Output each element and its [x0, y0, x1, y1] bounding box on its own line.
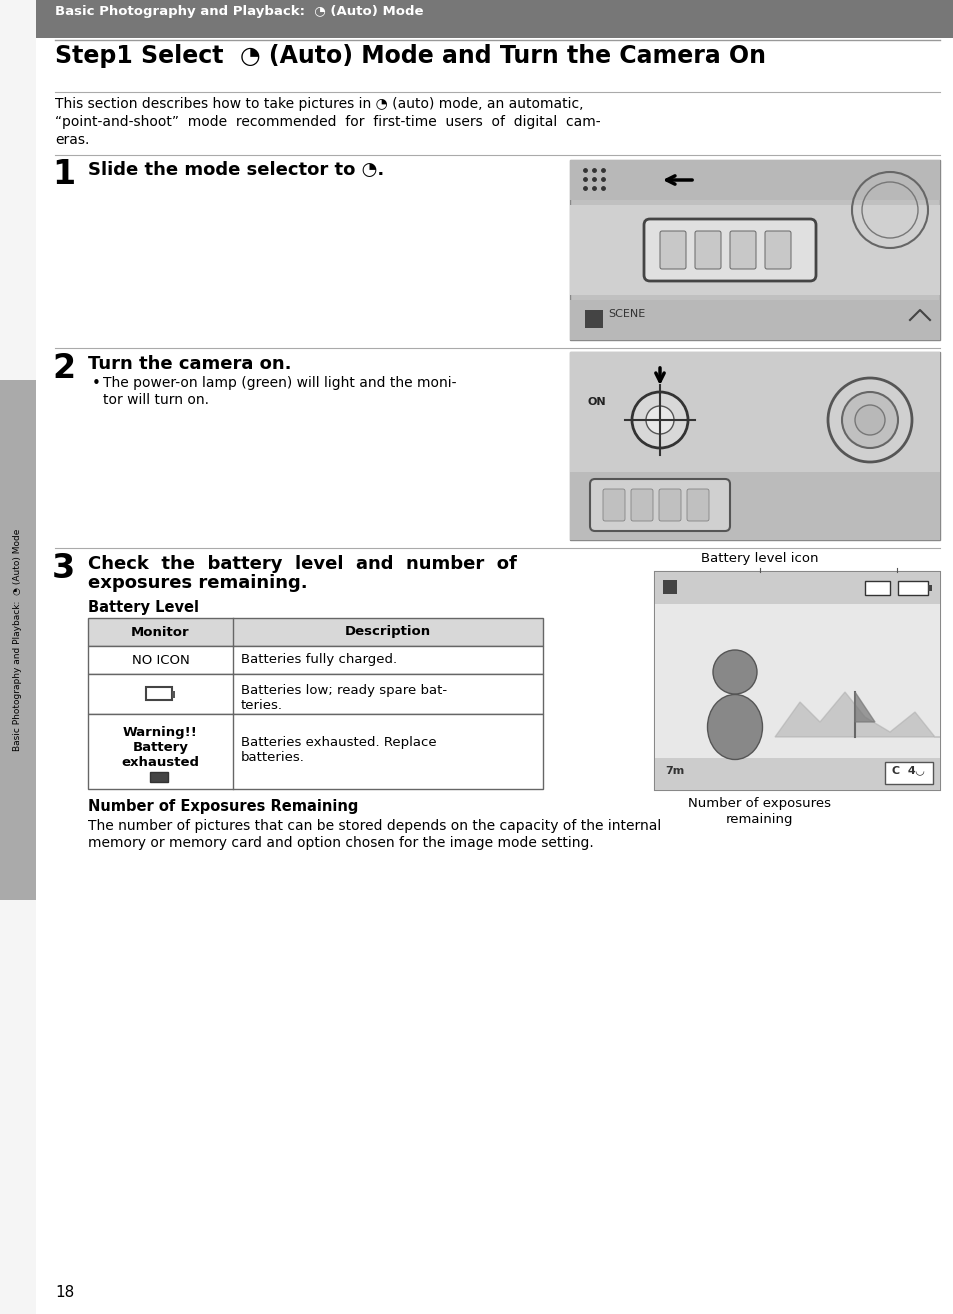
Text: NO ICON: NO ICON — [132, 653, 190, 666]
Text: 7m: 7m — [664, 766, 683, 777]
Text: ON: ON — [587, 397, 606, 407]
Text: SCENE: SCENE — [607, 309, 644, 319]
Text: Battery level icon: Battery level icon — [700, 552, 818, 565]
FancyBboxPatch shape — [764, 231, 790, 269]
Text: Description: Description — [345, 625, 431, 639]
Bar — [569, 205, 939, 296]
Bar — [88, 618, 542, 646]
Text: batteries.: batteries. — [241, 752, 305, 763]
Bar — [88, 646, 542, 674]
Bar — [0, 900, 36, 1314]
Text: Basic Photography and Playback:  ◔ (Auto) Mode: Basic Photography and Playback: ◔ (Auto)… — [13, 528, 23, 752]
Bar — [88, 674, 542, 714]
Bar — [151, 773, 169, 782]
Text: Slide the mode selector to ◔.: Slide the mode selector to ◔. — [88, 162, 384, 179]
Bar — [655, 758, 939, 790]
Circle shape — [854, 405, 884, 435]
Ellipse shape — [707, 695, 761, 759]
Bar — [927, 585, 931, 591]
Polygon shape — [854, 692, 874, 721]
FancyBboxPatch shape — [695, 231, 720, 269]
Text: Number of Exposures Remaining: Number of Exposures Remaining — [88, 799, 358, 813]
Circle shape — [841, 392, 897, 448]
FancyBboxPatch shape — [659, 489, 680, 520]
FancyBboxPatch shape — [630, 489, 652, 520]
Bar — [88, 714, 542, 788]
Bar — [569, 352, 939, 540]
FancyBboxPatch shape — [729, 231, 755, 269]
Bar — [655, 572, 939, 604]
Bar — [569, 472, 939, 540]
Circle shape — [631, 392, 687, 448]
Text: Battery: Battery — [132, 741, 189, 754]
Text: Basic Photography and Playback:  ◔ (Auto) Mode: Basic Photography and Playback: ◔ (Auto)… — [55, 5, 423, 18]
Text: remaining: remaining — [725, 813, 793, 827]
Text: C  4◡: C 4◡ — [891, 765, 923, 775]
Text: exposures remaining.: exposures remaining. — [88, 574, 307, 593]
Text: Batteries low; ready spare bat-: Batteries low; ready spare bat- — [241, 685, 447, 696]
Text: tor will turn on.: tor will turn on. — [103, 393, 209, 407]
Text: “point-and-shoot”  mode  recommended  for  first-time  users  of  digital  cam-: “point-and-shoot” mode recommended for f… — [55, 116, 600, 129]
Bar — [655, 572, 939, 790]
Bar — [864, 581, 889, 595]
Text: This section describes how to take pictures in ◔ (auto) mode, an automatic,: This section describes how to take pictu… — [55, 97, 583, 110]
Text: teries.: teries. — [241, 699, 283, 712]
Text: exhausted: exhausted — [121, 756, 199, 769]
Text: Batteries fully charged.: Batteries fully charged. — [241, 653, 396, 666]
Text: Batteries exhausted. Replace: Batteries exhausted. Replace — [241, 736, 436, 749]
Bar — [569, 160, 939, 340]
Bar — [569, 300, 939, 340]
Bar — [584, 310, 602, 328]
Bar — [884, 762, 932, 784]
Text: The number of pictures that can be stored depends on the capacity of the interna: The number of pictures that can be store… — [88, 819, 660, 833]
FancyBboxPatch shape — [643, 219, 815, 281]
Circle shape — [827, 378, 911, 463]
Text: 1: 1 — [52, 158, 75, 191]
Text: The power-on lamp (green) will light and the moni-: The power-on lamp (green) will light and… — [103, 376, 456, 390]
Text: eras.: eras. — [55, 133, 90, 147]
Polygon shape — [774, 692, 939, 737]
Text: 2: 2 — [52, 352, 75, 385]
Text: Monitor: Monitor — [132, 625, 190, 639]
FancyBboxPatch shape — [589, 480, 729, 531]
Circle shape — [712, 650, 757, 694]
Text: Turn the camera on.: Turn the camera on. — [88, 355, 292, 373]
Bar — [0, 0, 36, 380]
Text: Number of exposures: Number of exposures — [688, 798, 831, 809]
Bar — [655, 604, 939, 758]
Bar — [897, 581, 927, 595]
Bar — [172, 691, 175, 698]
Bar — [662, 579, 677, 594]
Text: 18: 18 — [55, 1285, 74, 1300]
Text: 3: 3 — [52, 552, 75, 585]
Circle shape — [645, 406, 673, 434]
Text: Step1 Select  ◔ (Auto) Mode and Turn the Camera On: Step1 Select ◔ (Auto) Mode and Turn the … — [55, 43, 765, 68]
Bar — [147, 687, 172, 700]
Text: Check  the  battery  level  and  number  of: Check the battery level and number of — [88, 555, 517, 573]
Bar — [0, 380, 36, 900]
FancyBboxPatch shape — [686, 489, 708, 520]
FancyBboxPatch shape — [602, 489, 624, 520]
Bar — [569, 160, 939, 200]
FancyBboxPatch shape — [659, 231, 685, 269]
Text: Battery Level: Battery Level — [88, 600, 199, 615]
Bar — [0, 0, 953, 38]
Text: Warning!!: Warning!! — [123, 727, 197, 738]
Text: •: • — [91, 376, 101, 392]
Bar — [569, 352, 939, 472]
Text: memory or memory card and option chosen for the image mode setting.: memory or memory card and option chosen … — [88, 836, 593, 850]
